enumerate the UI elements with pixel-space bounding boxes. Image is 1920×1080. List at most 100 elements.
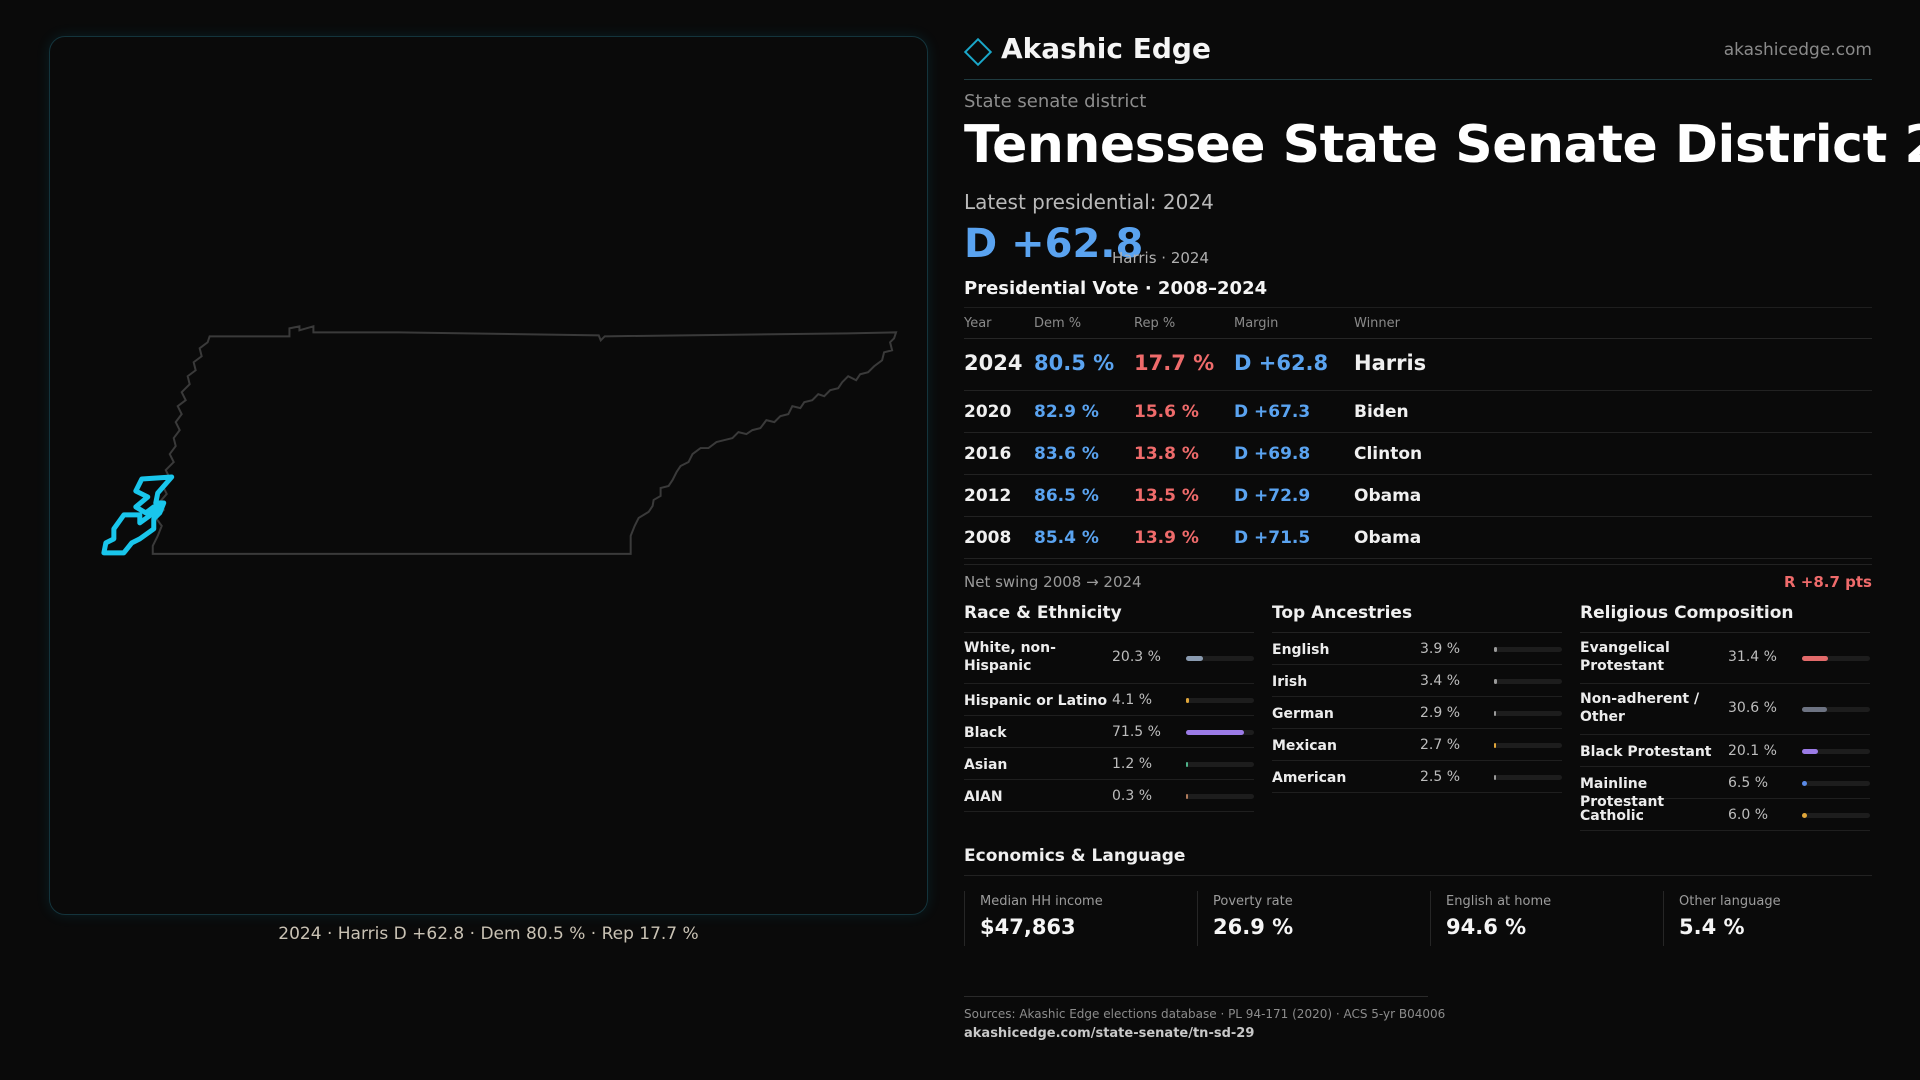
- bar-track: [1802, 656, 1870, 661]
- item-label: Non-adherent / Other: [1580, 691, 1700, 725]
- header-year: Year: [964, 316, 992, 331]
- cell-dem: 85.4 %: [1034, 528, 1099, 548]
- item-label: German: [1272, 706, 1334, 722]
- bar-fill: [1186, 730, 1244, 735]
- econ-english-at-home: English at home 94.6 %: [1430, 891, 1650, 946]
- bar-track: [1494, 743, 1562, 748]
- bar-track: [1494, 679, 1562, 684]
- header-dem: Dem %: [1034, 316, 1082, 331]
- religion-block: Religious Composition Evangelical Protes…: [1580, 603, 1870, 831]
- ancestries-title: Top Ancestries: [1272, 603, 1562, 633]
- header-margin: Margin: [1234, 316, 1279, 331]
- item-pct: 0.3 %: [1112, 788, 1153, 804]
- district-title: Tennessee State Senate District 29: [964, 115, 1920, 175]
- item-label: Catholic: [1580, 808, 1644, 824]
- list-item: AIAN 0.3 %: [964, 780, 1254, 812]
- header-rep: Rep %: [1134, 316, 1176, 331]
- cell-rep: 15.6 %: [1134, 402, 1199, 422]
- list-item: Mainline Protestant 6.5 %: [1580, 767, 1870, 810]
- bar-track: [1802, 813, 1870, 818]
- list-item: Hispanic or Latino 4.1 %: [964, 684, 1254, 716]
- econ-label: Poverty rate: [1213, 894, 1293, 909]
- econ-value: 94.6 %: [1446, 915, 1527, 939]
- item-pct: 6.5 %: [1728, 775, 1769, 791]
- bar-fill: [1494, 743, 1496, 748]
- item-label: Mainline Protestant: [1580, 776, 1665, 810]
- district-kicker: State senate district: [964, 91, 1147, 112]
- bar-track: [1802, 781, 1870, 786]
- cell-rep: 17.7 %: [1134, 351, 1215, 375]
- bar-track: [1186, 794, 1254, 799]
- cell-year: 2020: [964, 402, 1012, 422]
- bar-fill: [1802, 656, 1828, 661]
- list-item: Non-adherent / Other 30.6 %: [1580, 684, 1870, 735]
- divider: [964, 996, 1428, 997]
- net-swing-label: Net swing 2008 → 2024: [964, 573, 1142, 591]
- item-pct: 20.3 %: [1112, 649, 1161, 665]
- item-pct: 2.7 %: [1420, 737, 1461, 753]
- econ-value: 26.9 %: [1213, 915, 1294, 939]
- bar-track: [1802, 749, 1870, 754]
- bar-fill: [1186, 698, 1189, 703]
- table-row: 2008 85.4 % 13.9 % D +71.5 Obama: [964, 517, 1872, 559]
- race-ethnicity-block: Race & Ethnicity White, non-Hispanic 20.…: [964, 603, 1254, 812]
- cell-margin: D +62.8: [1234, 351, 1329, 375]
- divider: [964, 564, 1872, 565]
- item-pct: 71.5 %: [1112, 724, 1161, 740]
- econ-label: Median HH income: [980, 894, 1103, 909]
- table-row: 2012 86.5 % 13.5 % D +72.9 Obama: [964, 475, 1872, 517]
- bar-fill: [1494, 775, 1496, 780]
- item-pct: 20.1 %: [1728, 743, 1777, 759]
- item-pct: 2.9 %: [1420, 705, 1461, 721]
- brand-url[interactable]: akashicedge.com: [1723, 40, 1872, 60]
- table-row: 2020 82.9 % 15.6 % D +67.3 Biden: [964, 391, 1872, 433]
- list-item: American 2.5 %: [1272, 761, 1562, 793]
- cell-margin: D +71.5: [1234, 528, 1311, 548]
- cell-winner: Obama: [1354, 486, 1422, 506]
- presidential-vote-table: Year Dem % Rep % Margin Winner 2024 80.5…: [964, 307, 1872, 559]
- ancestries-block: Top Ancestries English 3.9 % Irish 3.4 %…: [1272, 603, 1562, 793]
- list-item: Black 71.5 %: [964, 716, 1254, 748]
- headline-margin-subtitle: Harris · 2024: [1112, 249, 1210, 267]
- table-row: 2024 80.5 % 17.7 % D +62.8 Harris: [964, 339, 1872, 391]
- cell-margin: D +67.3: [1234, 402, 1311, 422]
- state-outline: [151, 325, 898, 555]
- bar-fill: [1494, 647, 1497, 652]
- item-label: AIAN: [964, 789, 1003, 805]
- list-item: German 2.9 %: [1272, 697, 1562, 729]
- econ-other-language: Other language 5.4 %: [1663, 891, 1883, 946]
- item-label: Asian: [964, 757, 1008, 773]
- item-label: Black: [964, 725, 1007, 741]
- list-item: White, non-Hispanic 20.3 %: [964, 633, 1254, 684]
- cell-dem: 83.6 %: [1034, 444, 1099, 464]
- table-header: Year Dem % Rep % Margin Winner: [964, 307, 1872, 339]
- economics-title: Economics & Language: [964, 846, 1872, 876]
- econ-value: 5.4 %: [1679, 915, 1745, 939]
- list-item: Catholic 6.0 %: [1580, 799, 1870, 831]
- econ-label: English at home: [1446, 894, 1552, 909]
- item-label: Irish: [1272, 674, 1308, 690]
- header-winner: Winner: [1354, 316, 1401, 331]
- bar-fill: [1494, 679, 1497, 684]
- cell-dem: 86.5 %: [1034, 486, 1099, 506]
- item-pct: 3.4 %: [1420, 673, 1461, 689]
- source-link[interactable]: akashicedge.com/state-senate/tn-sd-29: [964, 1026, 1255, 1041]
- bar-fill: [1802, 781, 1807, 786]
- table-row: 2016 83.6 % 13.8 % D +69.8 Clinton: [964, 433, 1872, 475]
- cell-winner: Biden: [1354, 402, 1409, 422]
- item-pct: 2.5 %: [1420, 769, 1461, 785]
- bar-fill: [1802, 749, 1818, 754]
- econ-label: Other language: [1679, 894, 1781, 909]
- list-item: Mexican 2.7 %: [1272, 729, 1562, 761]
- list-item: Evangelical Protestant 31.4 %: [1580, 633, 1870, 684]
- list-item: Irish 3.4 %: [1272, 665, 1562, 697]
- cell-rep: 13.8 %: [1134, 444, 1199, 464]
- cell-rep: 13.9 %: [1134, 528, 1199, 548]
- econ-median-income: Median HH income $47,863: [964, 891, 1184, 946]
- econ-value: $47,863: [980, 915, 1076, 939]
- cell-year: 2008: [964, 528, 1012, 548]
- item-label: Black Protestant: [1580, 744, 1712, 760]
- bar-track: [1494, 775, 1562, 780]
- district-profile: Akashic Edge akashicedge.com State senat…: [963, 0, 1920, 1080]
- cell-winner: Harris: [1354, 351, 1427, 375]
